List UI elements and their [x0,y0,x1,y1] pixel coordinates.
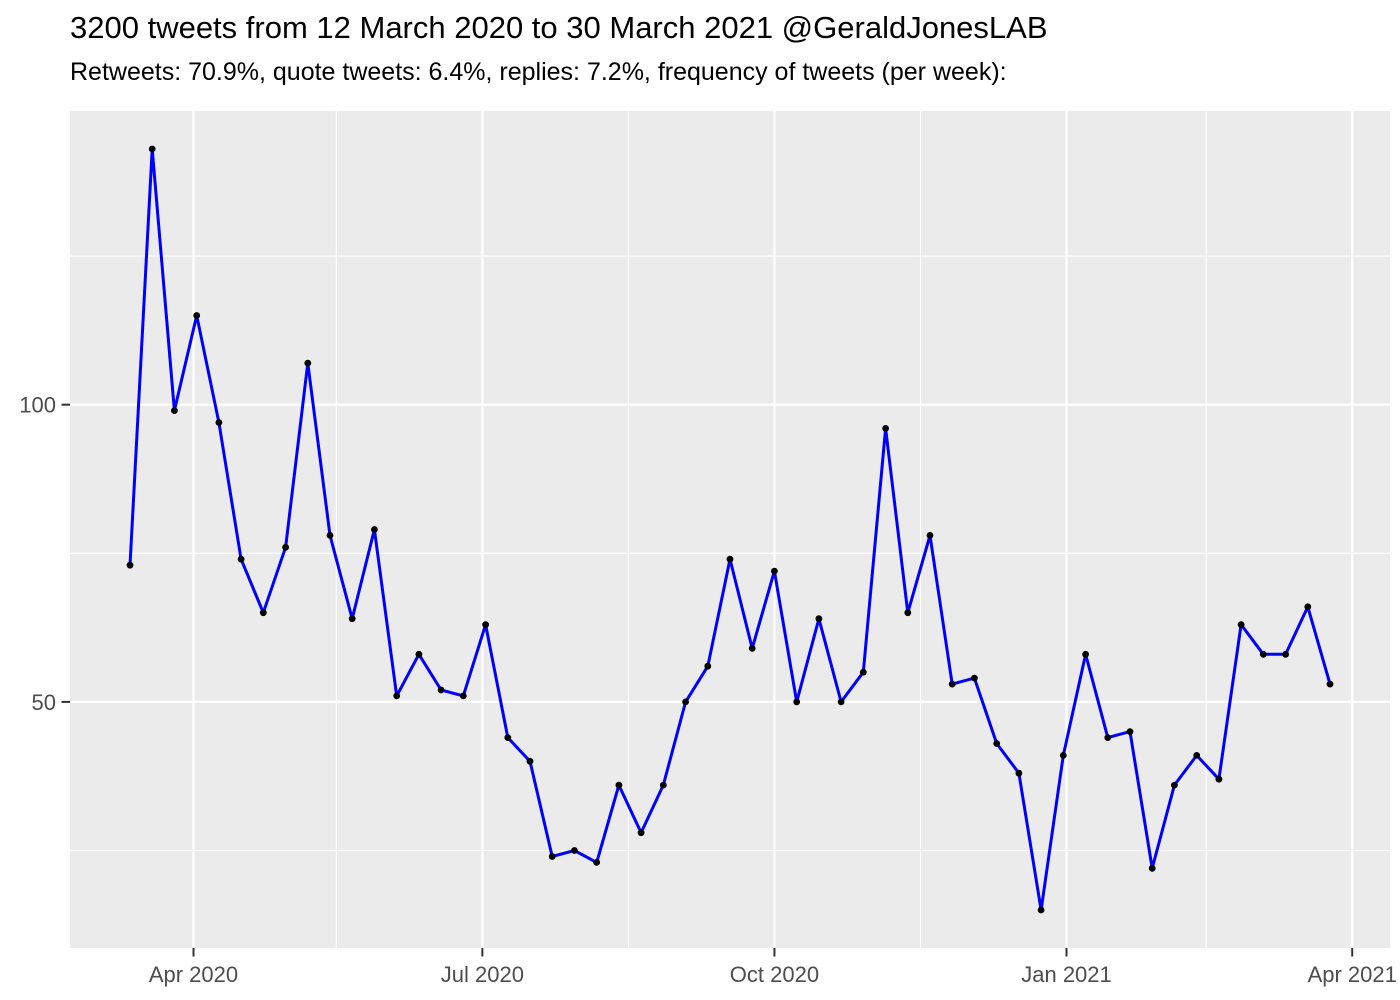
data-point [548,853,556,860]
data-point [371,526,378,533]
data-point [571,847,578,854]
plot-panel [70,111,1390,948]
data-point [1215,775,1223,783]
x-axis-tick-label: Apr 2020 [149,962,238,987]
data-point [1037,906,1045,914]
data-point [748,645,756,652]
data-point [593,859,601,866]
data-point [437,686,445,694]
data-point [171,407,178,414]
axis-tick-marks [61,403,1354,957]
data-point [793,698,801,706]
major-gridlines [70,111,1390,948]
data-point [859,668,867,676]
data-point [215,419,223,426]
data-point [282,543,289,551]
data-point [1126,728,1134,735]
x-axis-labels: Apr 2020 Jul 2020 Oct 2020 Jan 2021 Apr 2021 [149,962,1397,987]
data-point [926,532,934,539]
data-point [1304,603,1312,611]
data-point [1259,650,1267,658]
data-point [415,650,423,658]
data-point [459,692,467,700]
data-point [904,609,912,617]
data-point [1237,621,1245,628]
data-point [1059,752,1067,759]
minor-gridlines [70,111,1390,948]
data-point [659,781,667,789]
y-axis-tick-label: 100 [19,393,56,418]
data-point [726,555,734,563]
chart-subtitle: Retweets: 70.9%, quote tweets: 6.4%, rep… [70,58,1007,86]
data-point [837,698,845,706]
data-point [1171,781,1178,789]
data-point [526,757,534,765]
data-point [1104,734,1112,741]
data-point [1193,752,1201,759]
data-point [193,312,201,319]
data-point [1015,769,1023,777]
x-axis-tick-label: Apr 2021 [1308,962,1397,987]
x-axis-tick-label: Jul 2020 [441,962,524,987]
data-point [504,734,512,741]
data-point [237,555,245,563]
chart-title: 3200 tweets from 12 March 2020 to 30 Mar… [70,10,1048,45]
data-point [1148,864,1156,872]
data-point [304,359,312,367]
data-point [326,532,334,539]
data-point [1282,650,1289,658]
data-point [704,662,712,670]
y-axis-labels: 50 100 [19,393,56,715]
data-point [393,692,401,700]
data-point [682,698,689,706]
data-point [815,615,823,623]
data-point [348,615,356,623]
data-point [1082,650,1089,658]
data-points [126,145,1334,914]
y-axis-tick-label: 50 [32,690,56,715]
data-point [971,674,978,682]
data-point [948,680,956,688]
data-point [771,567,778,575]
data-point [482,621,489,628]
data-point [615,781,623,789]
data-point [126,561,134,569]
data-point [637,829,645,837]
data-point [1326,680,1334,688]
x-axis-tick-label: Oct 2020 [730,962,819,987]
data-point [882,425,889,432]
data-point [259,609,267,617]
data-point [993,740,1001,747]
x-axis-tick-label: Jan 2021 [1021,962,1112,987]
data-point [148,145,156,153]
